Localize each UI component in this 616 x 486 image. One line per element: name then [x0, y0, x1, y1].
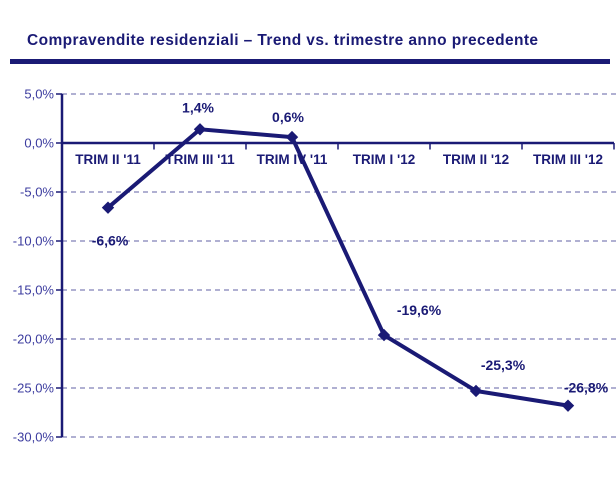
- y-tick-label: -25,0%: [13, 381, 55, 396]
- category-label: TRIM IV '11: [257, 152, 328, 167]
- category-label: TRIM I '12: [353, 152, 415, 167]
- data-point-marker: [377, 328, 391, 342]
- data-point-label: 1,4%: [182, 99, 214, 115]
- y-tick-label: 0,0%: [24, 136, 54, 151]
- y-tick-label: 5,0%: [24, 87, 54, 102]
- data-point-marker: [193, 123, 207, 136]
- data-point-label: -19,6%: [397, 302, 442, 318]
- trend-line: [106, 127, 569, 408]
- category-label: TRIM II '11: [75, 152, 141, 167]
- data-point-marker: [561, 399, 575, 412]
- data-point-marker: [101, 201, 115, 214]
- category-label: TRIM II '12: [443, 152, 509, 167]
- category-label: TRIM III '11: [165, 152, 235, 167]
- data-point-label: -25,3%: [481, 357, 526, 373]
- y-tick-label: -20,0%: [13, 332, 55, 347]
- y-tick-label: -30,0%: [13, 430, 55, 445]
- title-divider: [10, 59, 610, 64]
- y-tick-label: -5,0%: [20, 185, 54, 200]
- data-point-label: 0,6%: [272, 109, 304, 125]
- data-point-marker: [469, 384, 483, 398]
- data-point-label: -6,6%: [92, 233, 129, 249]
- page-title: Compravendite residenziali – Trend vs. t…: [27, 32, 539, 49]
- data-point-label: -26,8%: [564, 380, 609, 396]
- y-tick-label: -10,0%: [13, 234, 55, 249]
- data-point-marker: [285, 130, 299, 144]
- y-tick-label: -15,0%: [13, 283, 55, 298]
- category-label: TRIM III '12: [533, 152, 603, 167]
